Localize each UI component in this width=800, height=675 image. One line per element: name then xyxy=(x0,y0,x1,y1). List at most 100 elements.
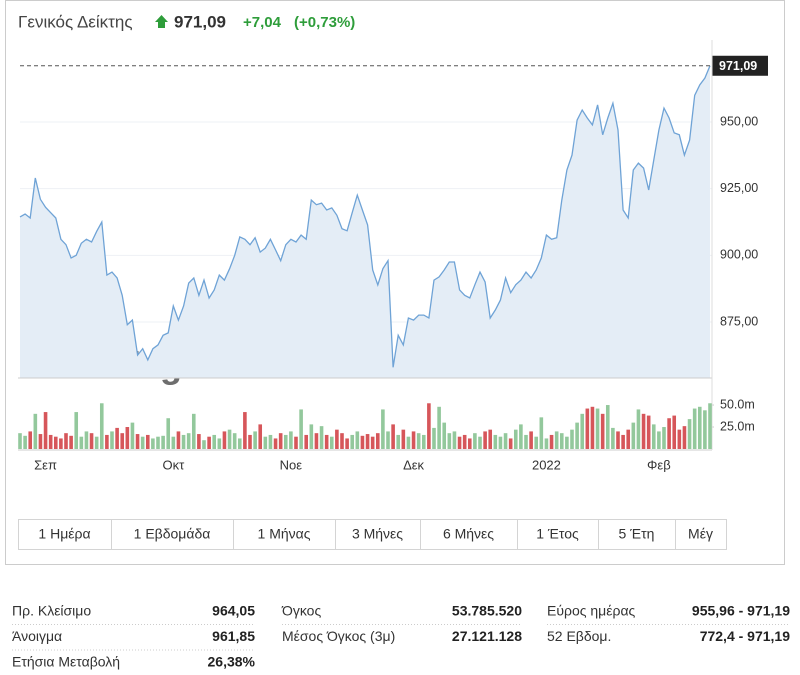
volume-bar xyxy=(590,406,595,449)
range-button[interactable] xyxy=(420,519,518,550)
volume-bar xyxy=(197,434,201,449)
index-price: 971,09 xyxy=(174,12,226,31)
volume-bar xyxy=(340,433,344,449)
index-change-pct: (+0,73%) xyxy=(294,14,355,31)
stat-value: 53.785.520 xyxy=(452,603,522,619)
volume-bar xyxy=(28,431,33,449)
volume-bar xyxy=(166,418,171,449)
range-button-label[interactable]: 1 Εβδομάδα xyxy=(134,526,211,542)
volume-bar xyxy=(401,429,406,449)
range-button-label[interactable]: Μέγ xyxy=(688,526,713,542)
stat-value: 26,38% xyxy=(208,654,256,670)
volume-bar xyxy=(427,403,431,449)
volume-bar xyxy=(682,426,687,449)
x-tick-label: Νοε xyxy=(280,457,303,472)
volume-bar xyxy=(253,431,257,449)
volume-bar xyxy=(207,436,211,449)
volume-bar xyxy=(99,403,104,449)
volume-bar xyxy=(483,431,487,449)
volume-bar xyxy=(529,431,533,449)
volume-bar xyxy=(217,438,222,449)
volume-bar xyxy=(651,424,656,449)
volume-bar xyxy=(498,436,503,449)
volume-bar xyxy=(442,422,447,449)
range-button-label[interactable]: 6 Μήνες xyxy=(443,526,494,542)
volume-bar xyxy=(616,431,620,449)
volume-bar xyxy=(115,427,119,449)
volume-bar xyxy=(677,429,682,449)
volume-bar xyxy=(38,434,43,449)
range-button[interactable] xyxy=(598,519,676,550)
volume-bar xyxy=(692,408,697,449)
stat-label: Πρ. Κλείσιμο xyxy=(12,603,91,619)
up-arrow xyxy=(155,15,168,28)
volume-bar xyxy=(554,431,559,449)
chart: 875,00900,00925,00950,0025.0m50.0mInvest… xyxy=(18,40,768,472)
range-button-label[interactable]: 1 Ημέρα xyxy=(38,526,90,542)
volume-bar xyxy=(636,409,641,449)
range-button[interactable] xyxy=(517,519,599,550)
range-button-label[interactable]: 1 Μήνας xyxy=(258,526,311,542)
volume-bar xyxy=(23,435,27,449)
volume-bar xyxy=(473,433,477,449)
volume-bar xyxy=(258,424,263,449)
volume-bar xyxy=(697,406,702,449)
volume-bar xyxy=(667,418,671,449)
price-line xyxy=(19,65,711,368)
volume-bar xyxy=(570,429,574,449)
volume-bar xyxy=(156,436,160,449)
index-title: Γενικός Δείκτης xyxy=(18,12,133,31)
volume-bar xyxy=(140,436,145,449)
y-tick-label: 950,00 xyxy=(720,114,758,128)
volume-bar xyxy=(268,434,273,449)
x-tick-label: Σεπ xyxy=(34,457,57,472)
volume-bar xyxy=(319,426,324,449)
volume-bar xyxy=(437,406,441,449)
range-button[interactable] xyxy=(233,519,336,550)
volume-bar xyxy=(212,434,217,449)
volume-bar xyxy=(335,429,339,449)
volume-bar xyxy=(565,436,569,449)
volume-bar xyxy=(304,434,309,449)
volume-bar xyxy=(299,409,303,449)
volume-bar xyxy=(176,431,181,449)
volume-bar xyxy=(191,413,196,449)
volume-bar xyxy=(48,434,53,449)
volume-bar xyxy=(519,424,523,449)
volume-bar xyxy=(289,431,293,449)
volume-bar xyxy=(626,429,631,449)
volume-bar xyxy=(171,436,176,449)
index-change: +7,04 xyxy=(243,14,282,31)
range-button-label[interactable]: 3 Μήνες xyxy=(352,526,403,542)
volume-bar xyxy=(294,436,298,449)
volume-bar xyxy=(350,434,355,449)
volume-bar xyxy=(513,429,518,449)
volume-bar xyxy=(161,435,165,449)
volume-bar xyxy=(503,433,508,449)
range-button-label[interactable]: 1 Έτος xyxy=(536,526,579,542)
volume-bar xyxy=(222,431,227,449)
volume-bar xyxy=(18,433,22,449)
volume-bar xyxy=(232,433,237,449)
stat-label: Εύρος ημέρας xyxy=(547,603,636,619)
volume-bar xyxy=(462,434,467,449)
x-tick-label: 2022 xyxy=(532,457,561,472)
volume-bar xyxy=(508,438,513,449)
volume-bar xyxy=(94,436,99,449)
volume-bar xyxy=(396,434,401,449)
range-button[interactable] xyxy=(111,519,234,550)
volume-bar xyxy=(227,429,232,449)
volume-bar xyxy=(493,434,498,449)
range-button-label[interactable]: 5 Έτη xyxy=(619,526,655,542)
volume-bar xyxy=(524,434,528,449)
range-buttons: 1 Ημέρα 1 Εβδομάδα 1 Μήνας 3 Μήνες 6 Μήνες 1 … xyxy=(18,519,727,550)
volume-bar xyxy=(559,433,564,449)
last-price-box xyxy=(712,55,768,76)
volume-bar xyxy=(416,433,421,449)
volume-bar xyxy=(186,433,191,449)
volume-bar xyxy=(283,434,288,449)
volume-bar xyxy=(672,415,677,449)
volume-bar xyxy=(151,438,155,449)
volume-tick-label: 50.0m xyxy=(720,397,755,411)
range-button[interactable] xyxy=(675,519,727,550)
